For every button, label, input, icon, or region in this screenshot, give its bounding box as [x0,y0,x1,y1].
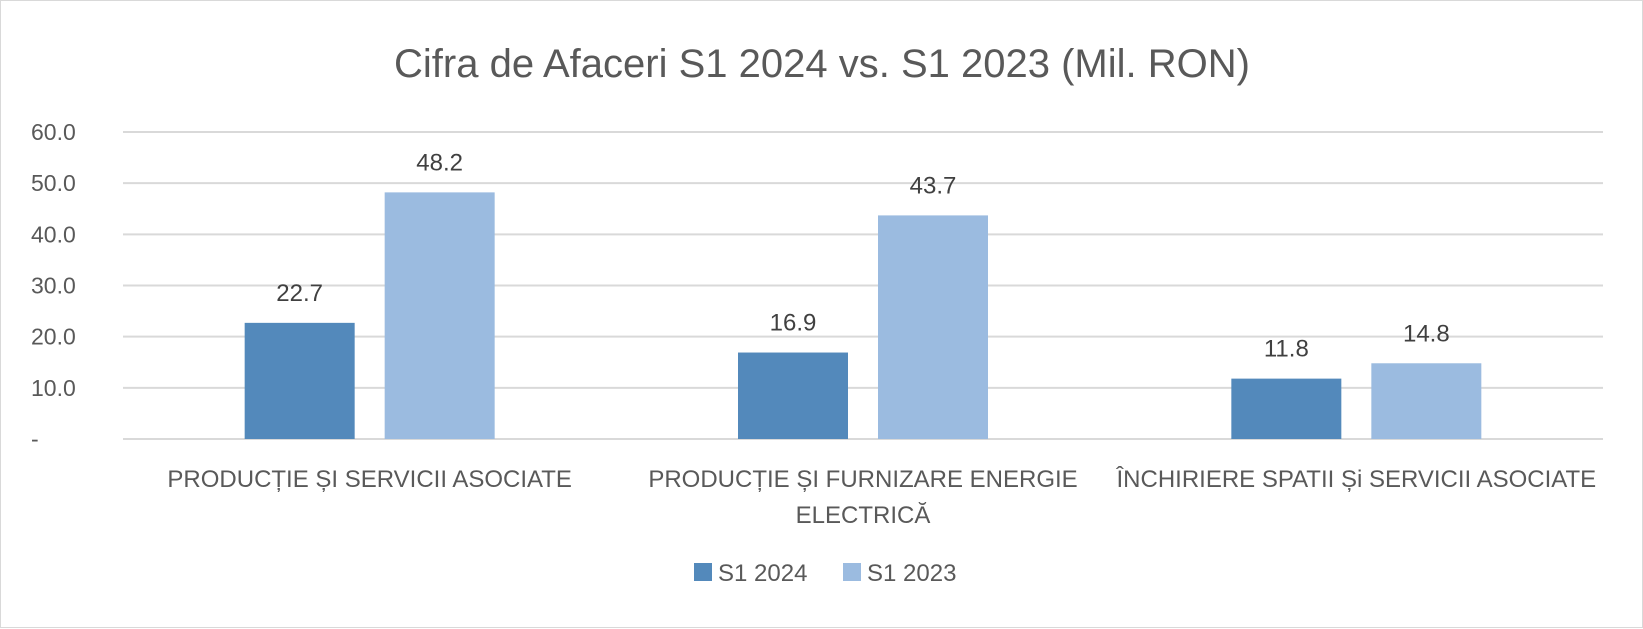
y-tick-label: - [31,426,39,452]
data-label: 22.7 [276,280,323,307]
y-tick-label: 40.0 [31,221,76,247]
bar [244,322,355,439]
bar [878,215,988,439]
legend-label: S1 2024 [718,560,807,587]
data-label: 48.2 [416,149,463,176]
legend-label: S1 2023 [867,560,956,587]
data-label: 11.8 [1264,336,1309,363]
data-label: 16.9 [770,310,817,337]
data-labels: 22.7 48.2 16.9 43.7 11.8 14.8 [276,149,1449,362]
y-tick-label: 60.0 [31,119,76,145]
bars [244,192,1482,439]
x-tick-label: PRODUCȚIE ȘI FURNIZARE ENERGIE [648,466,1077,493]
gridlines [123,131,1603,440]
chart-title: Cifra de Afaceri S1 2024 vs. S1 2023 (Mi… [394,42,1250,86]
legend-swatch [843,563,861,581]
y-tick-label: 30.0 [31,273,76,299]
x-axis: PRODUCȚIE ȘI SERVICII ASOCIATE PRODUCȚIE … [167,466,1596,529]
bar [1231,378,1342,439]
y-tick-label: 20.0 [31,324,76,350]
data-label: 43.7 [910,172,957,199]
x-tick-label: PRODUCȚIE ȘI SERVICII ASOCIATE [167,466,572,493]
x-tick-label: ÎNCHIRIERE SPATII Și SERVICII ASOCIATE [1115,466,1596,493]
legend: S1 2024 S1 2023 [694,560,956,587]
y-axis: - 10.0 20.0 30.0 40.0 50.0 60.0 [31,119,76,452]
bar [384,192,495,439]
legend-swatch [694,563,712,581]
bar [1371,363,1482,439]
y-tick-label: 50.0 [31,170,76,196]
bar [738,352,848,439]
y-tick-label: 10.0 [31,375,76,401]
x-tick-label: ELECTRICĂ [796,502,931,529]
data-label: 14.8 [1403,320,1450,347]
